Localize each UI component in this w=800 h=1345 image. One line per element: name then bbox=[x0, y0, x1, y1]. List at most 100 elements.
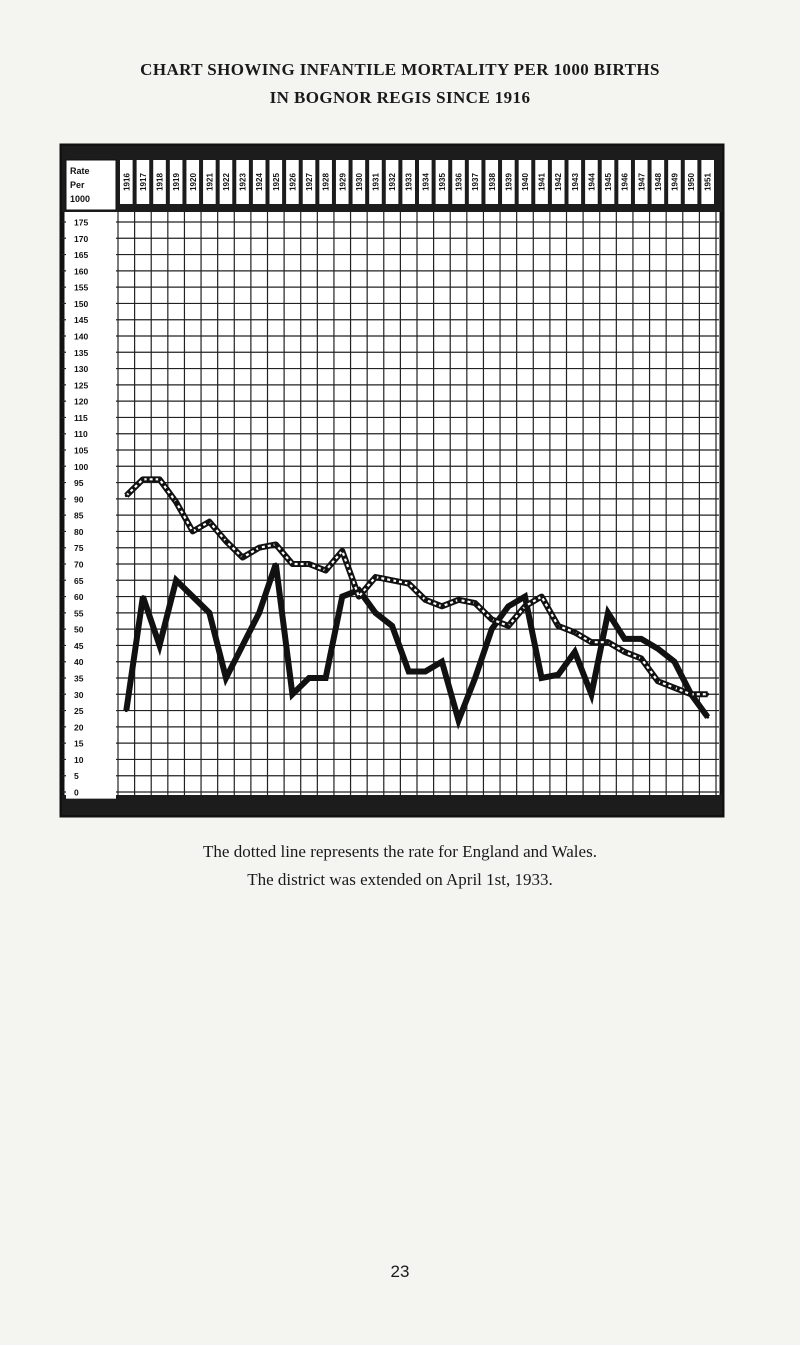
y-tick-label: 170 bbox=[74, 234, 88, 244]
year-cell bbox=[435, 160, 449, 204]
y-tick-cell bbox=[66, 280, 116, 294]
year-cell bbox=[651, 160, 665, 204]
point-england-wales bbox=[373, 575, 377, 579]
chart-title-line1: CHART SHOWING INFANTILE MORTALITY PER 10… bbox=[140, 60, 660, 79]
y-tick-label: 100 bbox=[74, 462, 88, 472]
y-tick-cell bbox=[66, 247, 116, 262]
y-tick-label: 35 bbox=[74, 674, 84, 684]
series-line-bognor-regis bbox=[123, 563, 711, 730]
y-tick-cell bbox=[66, 296, 116, 311]
corner-label-text: Per bbox=[70, 180, 85, 190]
point-bognor-regis bbox=[373, 611, 377, 615]
point-bognor-regis bbox=[589, 692, 593, 696]
year-cell bbox=[551, 160, 565, 204]
year-cell bbox=[601, 160, 615, 204]
point-bognor-regis bbox=[224, 676, 228, 680]
point-england-wales bbox=[689, 692, 693, 696]
year-cell bbox=[701, 160, 714, 204]
point-england-wales bbox=[158, 477, 162, 481]
point-england-wales bbox=[639, 656, 643, 660]
x-tick-label: 1918 bbox=[156, 173, 165, 191]
x-tick-label: 1933 bbox=[405, 173, 414, 191]
year-cell bbox=[252, 160, 266, 204]
y-tick-label: 70 bbox=[74, 560, 84, 570]
chart-frame bbox=[59, 143, 725, 818]
y-tick-label: 60 bbox=[74, 592, 84, 602]
point-england-wales bbox=[141, 477, 145, 481]
y-tick-label: 160 bbox=[74, 266, 88, 276]
x-tick-label: 1927 bbox=[305, 173, 314, 191]
page-number: 23 bbox=[390, 1262, 410, 1281]
y-tick-cell bbox=[66, 752, 116, 767]
y-tick-label: 90 bbox=[74, 494, 84, 504]
year-cell bbox=[219, 160, 233, 204]
x-tick-label: 1925 bbox=[272, 173, 281, 191]
y-tick-label: 145 bbox=[74, 315, 88, 325]
year-cell bbox=[335, 160, 349, 204]
y-tick-label: 40 bbox=[74, 657, 84, 667]
year-cell bbox=[419, 160, 432, 204]
x-tick-label: 1947 bbox=[637, 173, 646, 191]
x-tick-label: 1950 bbox=[687, 173, 696, 191]
y-tick-cell bbox=[66, 345, 116, 359]
year-cell bbox=[186, 160, 200, 204]
y-tick-cell bbox=[66, 671, 116, 685]
y-tick-cell bbox=[66, 475, 116, 490]
point-england-wales bbox=[207, 520, 211, 524]
x-tick-label: 1926 bbox=[288, 173, 297, 191]
corner-label-text: 1000 bbox=[70, 194, 90, 204]
year-cell bbox=[302, 160, 316, 204]
y-tick-label: 110 bbox=[74, 429, 88, 439]
x-tick-label: 1934 bbox=[421, 173, 430, 191]
y-tick-label: 25 bbox=[74, 706, 84, 716]
year-cell bbox=[269, 160, 283, 204]
x-tick-label: 1924 bbox=[255, 173, 264, 191]
x-tick-label: 1922 bbox=[222, 173, 231, 191]
year-cell bbox=[585, 160, 598, 204]
point-bognor-regis bbox=[573, 650, 577, 654]
y-tick-cell bbox=[66, 313, 116, 327]
y-tick-cell bbox=[66, 589, 116, 604]
y-tick-label: 130 bbox=[74, 364, 88, 374]
x-tick-label: 1932 bbox=[388, 173, 397, 191]
year-cell bbox=[634, 160, 648, 204]
year-cell bbox=[518, 160, 532, 204]
x-tick-label: 1951 bbox=[704, 173, 713, 191]
point-bognor-regis bbox=[390, 624, 394, 628]
point-bognor-regis bbox=[340, 595, 344, 599]
y-tick-label: 80 bbox=[74, 527, 84, 537]
year-cell bbox=[352, 160, 366, 204]
point-england-wales bbox=[457, 598, 461, 602]
x-tick-label: 1930 bbox=[355, 173, 364, 191]
year-cell bbox=[502, 160, 515, 204]
y-tick-cell bbox=[66, 231, 116, 245]
y-tick-cell bbox=[66, 264, 116, 278]
point-england-wales bbox=[257, 546, 261, 550]
year-cell bbox=[535, 160, 548, 204]
year-cell bbox=[618, 160, 631, 204]
y-tick-cell bbox=[66, 378, 116, 392]
point-england-wales bbox=[556, 624, 560, 628]
y-tick-cell bbox=[66, 394, 116, 408]
point-england-wales bbox=[407, 582, 411, 586]
year-cell bbox=[153, 160, 166, 204]
y-tick-label: 5 bbox=[74, 771, 79, 781]
y-tick-cell bbox=[66, 573, 116, 587]
point-england-wales bbox=[623, 650, 627, 654]
y-tick-cell bbox=[66, 720, 116, 734]
x-tick-label: 1919 bbox=[172, 173, 181, 191]
y-tick-cell bbox=[66, 541, 116, 555]
x-tick-label: 1931 bbox=[371, 173, 380, 191]
y-tick-label: 175 bbox=[74, 218, 88, 228]
point-bognor-regis bbox=[473, 676, 477, 680]
x-tick-label: 1917 bbox=[139, 173, 148, 191]
point-bognor-regis bbox=[158, 643, 162, 647]
series-line-england-wales bbox=[124, 476, 708, 698]
y-tick-label: 155 bbox=[74, 283, 88, 293]
y-tick-label: 20 bbox=[74, 722, 84, 732]
x-tick-label: 1939 bbox=[504, 173, 513, 191]
point-england-wales bbox=[241, 555, 245, 559]
year-cell bbox=[402, 160, 415, 204]
y-tick-label: 140 bbox=[74, 332, 88, 342]
year-cell bbox=[236, 160, 249, 204]
